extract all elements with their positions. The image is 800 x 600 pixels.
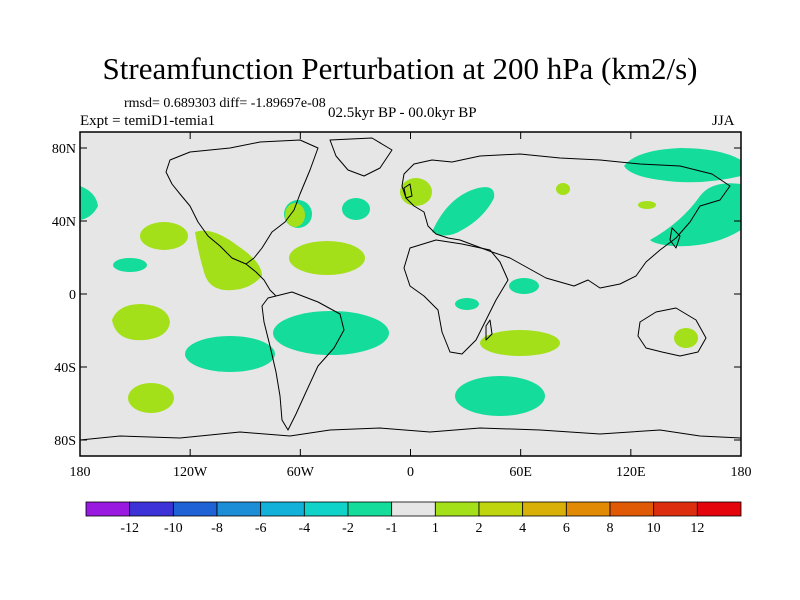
- x-tick-label: 60E: [509, 465, 532, 480]
- neg-region-n-atlantic-west: [80, 186, 98, 220]
- colorbar-swatch: [347, 501, 393, 517]
- season-label: JJA: [712, 113, 735, 129]
- y-tick-label: 0: [69, 288, 76, 303]
- colorbar-swatch: [434, 501, 480, 517]
- map-title: Streamfunction Perturbation at 200 hPa (…: [102, 51, 698, 86]
- x-tick-label: 120E: [616, 465, 646, 480]
- pos-region-s-pacific: [112, 304, 170, 341]
- colorbar-swatch: [260, 501, 305, 517]
- colorbar-swatch: [696, 501, 742, 517]
- coast-south-america: [261, 291, 345, 431]
- pos-region-siberia: [556, 183, 570, 195]
- pos-region-s-pacific-2: [128, 383, 174, 413]
- colorbar-swatch: [85, 501, 131, 517]
- colorbar-label: 1: [432, 521, 439, 536]
- colorbar-swatch: [478, 501, 524, 517]
- colorbar-swatch: [565, 501, 611, 517]
- colorbar-swatch: [303, 501, 349, 517]
- coast-europe-asia: [401, 153, 731, 289]
- colorbar-swatch: [216, 501, 262, 517]
- x-tick-label: 180: [70, 465, 91, 480]
- y-tick-label: 80N: [52, 142, 76, 157]
- period-label: 02.5kyr BP - 00.0kyr BP: [328, 105, 477, 121]
- neg-region-s-atlantic-1: [273, 311, 389, 355]
- pos-region-australia: [674, 328, 698, 348]
- neg-region-hawaii: [113, 258, 147, 272]
- pos-region-great-lakes: [285, 203, 305, 227]
- colorbar-label: 12: [690, 521, 704, 536]
- pos-region-atlantic: [289, 241, 365, 275]
- stats-label: rmsd= 0.689303 diff= -1.89697e-08: [124, 96, 326, 111]
- x-tick-label: 0: [407, 465, 414, 480]
- colorbar-label: 6: [563, 521, 570, 536]
- pos-region-s-africa: [480, 330, 560, 356]
- colorbar-label: 4: [519, 521, 526, 536]
- coast-madagascar: [485, 319, 493, 341]
- colorbar-label: 10: [647, 521, 661, 536]
- coast-greenland: [329, 137, 393, 177]
- axis-tick-labels: 180 120W 60W 0 60E 120E 180 80N 40N 0 40S 80S: [52, 142, 752, 480]
- neg-region-arabia: [509, 278, 539, 294]
- y-tick-label: 40N: [52, 215, 76, 230]
- colorbar: -12 -10 -8 -6 -4 -2 -1 1 2 4 6 8 10 12: [85, 501, 742, 536]
- coast-japan: [669, 227, 681, 249]
- colorbar-label: -6: [255, 521, 267, 536]
- y-tick-label: 40S: [54, 361, 76, 376]
- neg-region-mid-atlantic: [342, 198, 370, 220]
- colorbar-label: -4: [298, 521, 310, 536]
- colorbar-swatch: [609, 501, 655, 517]
- experiment-label: Expt = temiD1-temia1: [80, 113, 216, 129]
- colorbar-label: -8: [211, 521, 223, 536]
- colorbar-label: -1: [386, 521, 398, 536]
- x-tick-label: 60W: [287, 465, 315, 480]
- x-tick-label: 120W: [173, 465, 208, 480]
- neg-region-ne-asia: [650, 183, 741, 247]
- colorbar-swatch: [522, 501, 567, 517]
- pos-region-n-america: [195, 230, 262, 291]
- coast-antarctica: [80, 427, 741, 441]
- colorbar-label: 8: [607, 521, 614, 536]
- colorbar-swatch: [129, 501, 174, 517]
- coast-central-america: [245, 263, 277, 297]
- coast-north-america: [165, 139, 319, 265]
- coast-africa: [403, 239, 509, 355]
- colorbar-label: -12: [120, 521, 139, 536]
- coast-uk: [403, 183, 413, 199]
- neg-region-s-atlantic-2: [185, 336, 275, 372]
- coastlines: [80, 137, 741, 441]
- coast-australia: [637, 307, 707, 357]
- positive-anomaly-regions: [112, 178, 698, 413]
- pos-region-n-pacific: [140, 222, 188, 250]
- neg-region-s-indian: [455, 376, 545, 416]
- colorbar-swatch: [653, 501, 698, 517]
- neg-region-europe: [432, 187, 495, 236]
- colorbar-label: 2: [476, 521, 483, 536]
- y-tick-label: 80S: [54, 434, 76, 449]
- x-tick-label: 180: [731, 465, 752, 480]
- colorbar-label: -2: [342, 521, 354, 536]
- neg-region-africa: [455, 298, 479, 310]
- axis-ticks: [79, 132, 742, 456]
- pos-region-kamchatka: [638, 201, 656, 209]
- colorbar-swatch: [391, 501, 436, 517]
- colorbar-label: -10: [164, 521, 183, 536]
- colorbar-swatch: [172, 501, 218, 517]
